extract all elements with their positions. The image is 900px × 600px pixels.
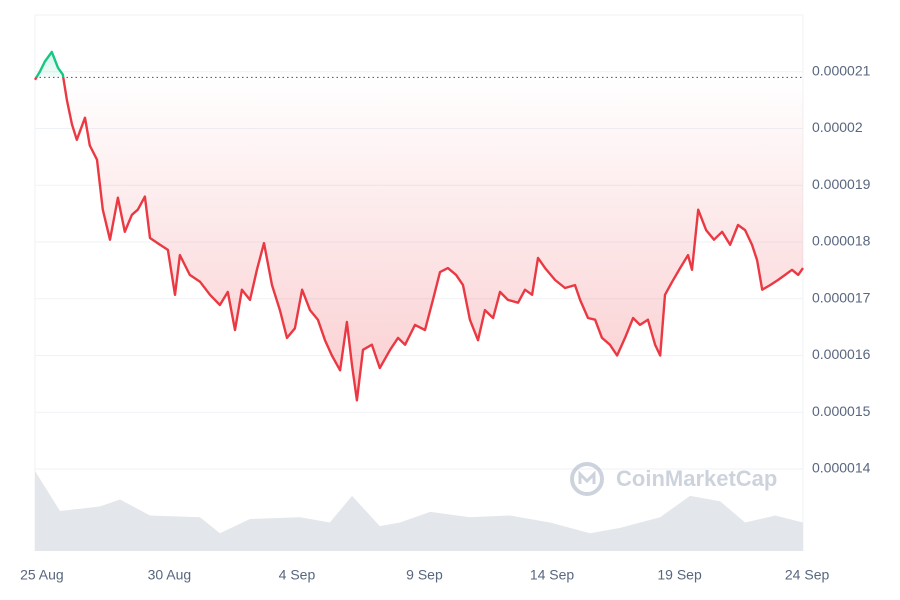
y-tick-label: 0.00002 <box>812 119 863 135</box>
x-tick-label: 9 Sep <box>406 567 443 583</box>
x-tick-label: 19 Sep <box>657 567 702 583</box>
y-tick-label: 0.000018 <box>812 233 871 249</box>
y-tick-label: 0.000021 <box>812 62 871 78</box>
y-tick-label: 0.000019 <box>812 176 871 192</box>
price-area <box>35 51 803 401</box>
y-tick-label: 0.000017 <box>812 289 871 305</box>
x-tick-label: 30 Aug <box>148 567 192 583</box>
y-tick-label: 0.000016 <box>812 346 871 362</box>
watermark: CoinMarketCap <box>570 462 777 496</box>
y-tick-label: 0.000014 <box>812 460 871 476</box>
x-tick-label: 14 Sep <box>530 567 575 583</box>
watermark-text: CoinMarketCap <box>616 466 777 491</box>
x-tick-label: 25 Aug <box>20 567 64 583</box>
volume-area <box>35 471 803 551</box>
x-tick-label: 4 Sep <box>279 567 316 583</box>
y-tick-label: 0.000015 <box>812 403 871 419</box>
price-line <box>33 50 804 402</box>
x-tick-label: 24 Sep <box>785 567 830 583</box>
